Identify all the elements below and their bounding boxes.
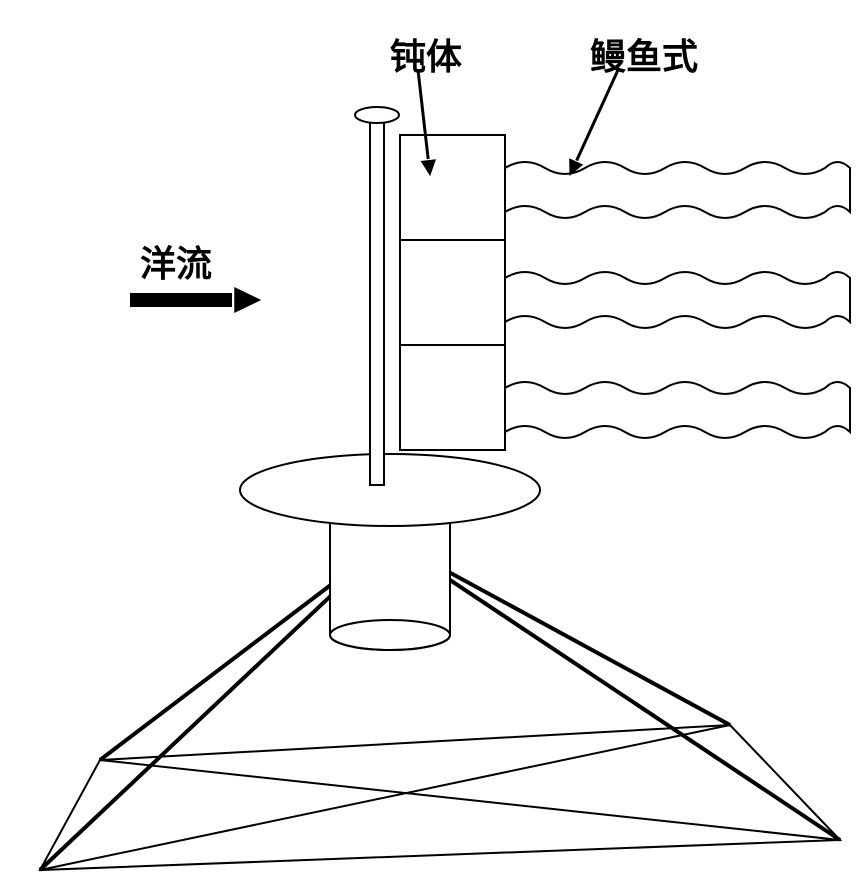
- label-ocean-current: 洋流: [140, 235, 212, 287]
- label-bluff-body: 钝体: [390, 28, 462, 80]
- eel-strip-1: [505, 272, 850, 328]
- pole-cap: [355, 107, 399, 123]
- arrow-ocean-current-head: [235, 288, 260, 312]
- base-leg-3: [390, 540, 840, 840]
- eel-strip-2: [505, 382, 850, 438]
- arrow-eel-type-shaft: [577, 70, 618, 160]
- pole-shaft: [370, 115, 384, 485]
- bluff-body-block: [400, 135, 505, 450]
- base-diagonal-1: [100, 760, 840, 840]
- label-eel-type: 鳗鱼式: [590, 28, 698, 80]
- disk-platform: [240, 454, 540, 526]
- eel-strip-0: [505, 162, 850, 218]
